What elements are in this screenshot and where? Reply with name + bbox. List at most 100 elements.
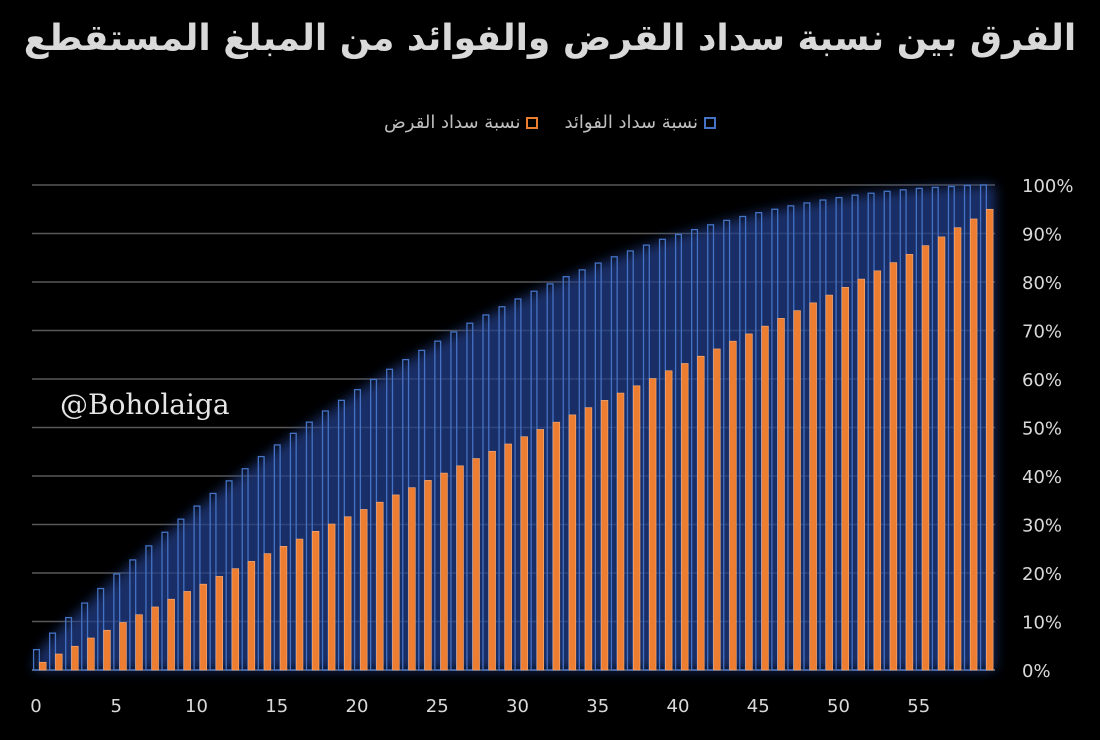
x-tick-label: 40: [667, 696, 690, 717]
principal-bar: [584, 407, 593, 671]
principal-bar: [392, 494, 400, 671]
principal-bar: [632, 385, 641, 671]
interest-glow: [32, 185, 995, 670]
principal-bar: [777, 318, 785, 671]
principal-bar: [247, 561, 256, 671]
chart-title: الفرق بين نسبة سداد القرض والفوائد من ال…: [23, 18, 1077, 59]
legend-swatch-interest: [703, 116, 716, 129]
principal-bar: [456, 465, 464, 671]
principal-bar: [616, 392, 625, 671]
principal-bar: [279, 546, 288, 671]
principal-bar: [986, 208, 994, 671]
x-tick-label: 20: [346, 696, 369, 717]
y-tick-label: 20%: [1022, 564, 1062, 585]
x-tick-label: 25: [426, 696, 449, 717]
y-tick-label: 70%: [1022, 322, 1062, 343]
legend-label-interest: نسبة سداد الفوائد: [564, 112, 698, 133]
principal-bar: [921, 245, 930, 671]
x-tick-label: 30: [506, 696, 529, 717]
principal-bar: [600, 400, 609, 671]
legend-item-principal: نسبة سداد القرض: [384, 112, 539, 133]
interest-bar: [97, 587, 105, 671]
principal-bar: [360, 509, 368, 671]
principal-bar: [937, 236, 946, 671]
principal-bar: [55, 653, 63, 671]
principal-bar: [536, 429, 545, 671]
principal-bar: [697, 355, 705, 671]
principal-bar: [311, 530, 320, 671]
principal-bar: [135, 614, 143, 671]
principal-bar: [408, 487, 416, 671]
principal-bar: [327, 523, 336, 671]
principal-bar: [873, 270, 882, 671]
principal-bar: [263, 553, 272, 671]
principal-bar: [199, 583, 207, 671]
principal-bar: [761, 325, 769, 671]
principal-bar: [713, 348, 721, 671]
principal-bar: [568, 414, 577, 671]
principal-bar: [440, 472, 448, 671]
y-tick-label: 40%: [1022, 467, 1062, 488]
y-tick-label: 50%: [1022, 419, 1062, 440]
principal-bar: [969, 218, 978, 671]
principal-bar: [424, 480, 432, 671]
y-tick-label: 90%: [1022, 225, 1062, 246]
legend-label-principal: نسبة سداد القرض: [384, 112, 521, 133]
principal-bar: [889, 262, 898, 671]
principal-bar: [39, 661, 47, 671]
principal-bar: [857, 278, 866, 671]
principal-bar: [665, 370, 673, 671]
interest-bar: [49, 632, 57, 671]
principal-bar: [119, 622, 127, 671]
principal-bar: [841, 287, 849, 671]
principal-bar: [729, 340, 737, 671]
legend-item-interest: نسبة سداد الفوائد: [564, 112, 716, 133]
y-tick-label: 10%: [1022, 613, 1062, 634]
y-tick-label: 100%: [1022, 176, 1073, 197]
principal-bar: [215, 576, 224, 671]
principal-bar: [87, 637, 95, 671]
legend: نسبة سداد الفوائد نسبة سداد القرض: [0, 112, 1100, 133]
y-tick-label: 30%: [1022, 516, 1062, 537]
principal-bar: [167, 598, 175, 671]
x-tick-label: 15: [265, 696, 288, 717]
x-tick-label: 35: [586, 696, 609, 717]
principal-bar: [745, 333, 753, 671]
x-tick-label: 5: [111, 696, 122, 717]
interest-bar: [65, 616, 73, 671]
x-tick-label: 55: [907, 696, 930, 717]
principal-bar: [809, 302, 817, 671]
principal-bar: [376, 501, 384, 671]
interest-bar: [81, 602, 89, 671]
principal-bar: [295, 538, 304, 671]
principal-bar: [344, 516, 352, 671]
principal-bar: [905, 254, 914, 671]
principal-bar: [488, 450, 496, 671]
principal-bar: [183, 591, 191, 671]
principal-bar: [793, 310, 801, 671]
principal-bar: [825, 294, 833, 671]
y-tick-label: 0%: [1022, 661, 1051, 682]
principal-bar: [71, 645, 79, 671]
principal-bar: [520, 436, 528, 671]
x-tick-label: 50: [827, 696, 850, 717]
legend-swatch-principal: [526, 116, 539, 129]
x-tick-label: 0: [30, 696, 41, 717]
principal-bar: [552, 421, 561, 671]
principal-bar: [648, 378, 657, 671]
y-tick-label: 60%: [1022, 370, 1062, 391]
x-tick-label: 10: [185, 696, 208, 717]
principal-bar: [103, 629, 111, 671]
principal-bar: [151, 606, 159, 671]
watermark: @Boholaiga: [60, 388, 230, 421]
principal-bar: [231, 568, 240, 671]
interest-bar: [113, 573, 121, 671]
x-tick-label: 45: [747, 696, 770, 717]
principal-bar: [681, 363, 689, 671]
principal-bar: [504, 443, 512, 671]
interest-bar: [32, 648, 41, 671]
y-tick-label: 80%: [1022, 273, 1062, 294]
principal-bar: [953, 227, 962, 671]
principal-bar: [472, 458, 480, 671]
